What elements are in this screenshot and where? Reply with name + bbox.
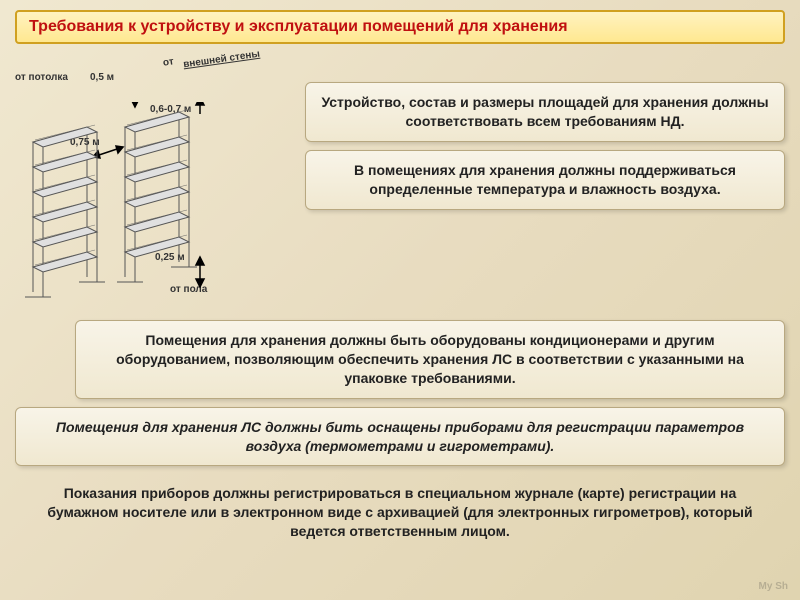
outer-wall-from: от (162, 56, 174, 68)
requirement-box-4: Помещения для хранения ЛС должны бить ос… (15, 407, 785, 467)
requirement-box-5: Показания приборов должны регистрировать… (15, 474, 785, 551)
top-section: от потолка 0,5 м 0,75 м 0,6-0,7 м 0,25 м… (15, 52, 785, 312)
requirement-box-2: В помещениях для хранения должны поддерж… (305, 150, 785, 210)
requirement-box-1: Устройство, состав и размеры площадей дл… (305, 82, 785, 142)
outer-wall-label: внешней стены (183, 49, 261, 71)
ceiling-dim: 0,5 м (90, 72, 114, 83)
ceiling-from-label: от потолка (15, 72, 68, 83)
page-title: Требования к устройству и эксплуатации п… (15, 10, 785, 44)
right-text-boxes: Устройство, состав и размеры площадей дл… (305, 52, 785, 312)
watermark: My Sh (759, 581, 788, 592)
requirement-box-3: Помещения для хранения должны быть обору… (75, 320, 785, 399)
shelf-diagram-area: от потолка 0,5 м 0,75 м 0,6-0,7 м 0,25 м… (15, 52, 295, 312)
shelf-racks-svg (25, 102, 285, 322)
